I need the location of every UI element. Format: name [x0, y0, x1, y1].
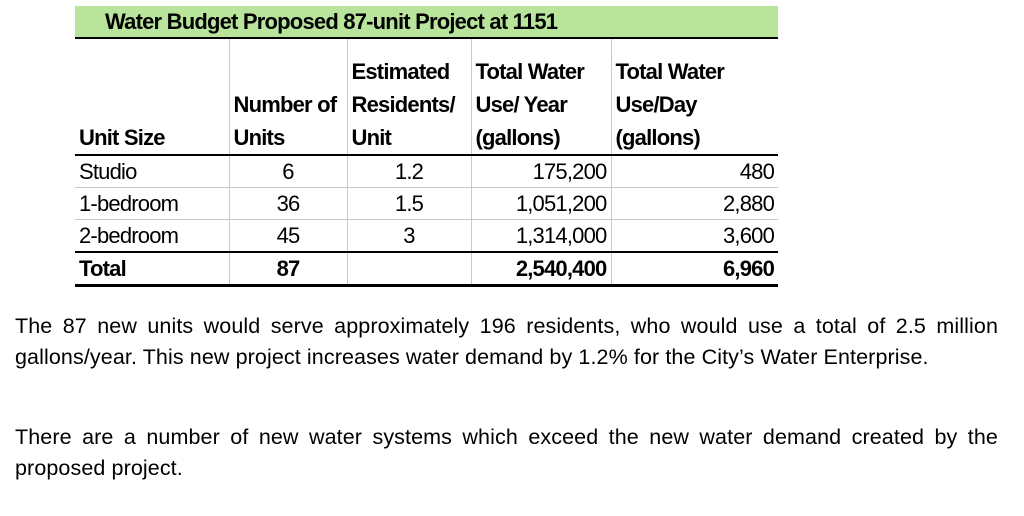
total-use-day: 6,960 [611, 251, 779, 287]
cell-units: 45 [229, 219, 348, 253]
header-water-use-year: Total Water Use/ Year (gallons) [471, 38, 612, 156]
total-residents [347, 251, 472, 287]
table-header-row: Unit Size Number of Units Estimated Resi… [75, 38, 779, 156]
table-title-row: Water Budget Proposed 87-unit Project at… [75, 6, 779, 39]
paragraph-water-systems: There are a number of new water systems … [15, 425, 998, 480]
table-row: Studio 6 1.2 175,200 480 [75, 155, 779, 188]
cell-residents: 1.2 [347, 155, 472, 188]
table-title: Water Budget Proposed 87-unit Project at… [75, 6, 779, 39]
total-use-year: 2,540,400 [471, 251, 612, 287]
cell-use-year: 175,200 [471, 155, 612, 188]
header-number-of-units: Number of Units [229, 38, 348, 156]
cell-units: 6 [229, 155, 348, 188]
cell-unit-size: 2-bedroom [75, 219, 230, 253]
cell-residents: 3 [347, 219, 472, 253]
header-residents-per-unit: Estimated Residents/ Unit [347, 38, 472, 156]
cell-use-year: 1,314,000 [471, 219, 612, 253]
water-budget-table: Water Budget Proposed 87-unit Project at… [75, 6, 779, 287]
paragraph-demand-summary: The 87 new units would serve approximate… [15, 314, 998, 369]
cell-unit-size: 1-bedroom [75, 187, 230, 220]
table-row: 1-bedroom 36 1.5 1,051,200 2,880 [75, 187, 779, 220]
total-units: 87 [229, 251, 348, 287]
cell-residents: 1.5 [347, 187, 472, 220]
cell-use-day: 3,600 [611, 219, 779, 253]
cell-use-year: 1,051,200 [471, 187, 612, 220]
cell-units: 36 [229, 187, 348, 220]
table-row: 2-bedroom 45 3 1,314,000 3,600 [75, 219, 779, 253]
cell-use-day: 480 [611, 155, 779, 188]
cell-unit-size: Studio [75, 155, 230, 188]
header-water-use-day: Total Water Use/Day (gallons) [611, 38, 779, 156]
total-label: Total [75, 251, 230, 287]
cell-use-day: 2,880 [611, 187, 779, 220]
table-total-row: Total 87 2,540,400 6,960 [75, 251, 779, 287]
header-unit-size: Unit Size [75, 38, 230, 156]
